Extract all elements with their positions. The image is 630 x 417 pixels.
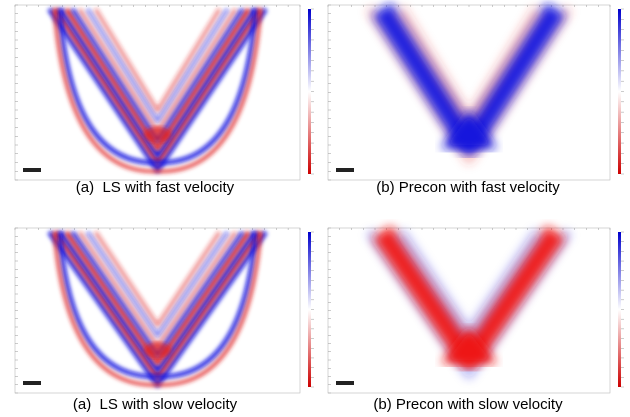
colorbar <box>308 232 311 387</box>
caption: (b) Precon with fast velocity <box>376 179 560 196</box>
scale-box <box>23 381 41 385</box>
colorbar <box>618 232 621 387</box>
figure: (a) LS with fast velocity (b) Precon wit… <box>0 0 630 417</box>
image-panel <box>15 5 314 180</box>
center-spot <box>144 342 172 358</box>
scale-box <box>336 168 354 172</box>
image-panel <box>15 228 314 393</box>
center-spot <box>144 127 172 143</box>
colorbar <box>308 9 311 174</box>
image-panel <box>328 5 624 180</box>
caption: (a) LS with slow velocity <box>73 396 238 413</box>
caption: (a) LS with fast velocity <box>76 179 235 196</box>
colorbar <box>618 9 621 174</box>
image-panel <box>328 228 624 393</box>
caption: (b) Precon with slow velocity <box>373 396 563 413</box>
scale-box <box>23 168 41 172</box>
scale-box <box>336 381 354 385</box>
